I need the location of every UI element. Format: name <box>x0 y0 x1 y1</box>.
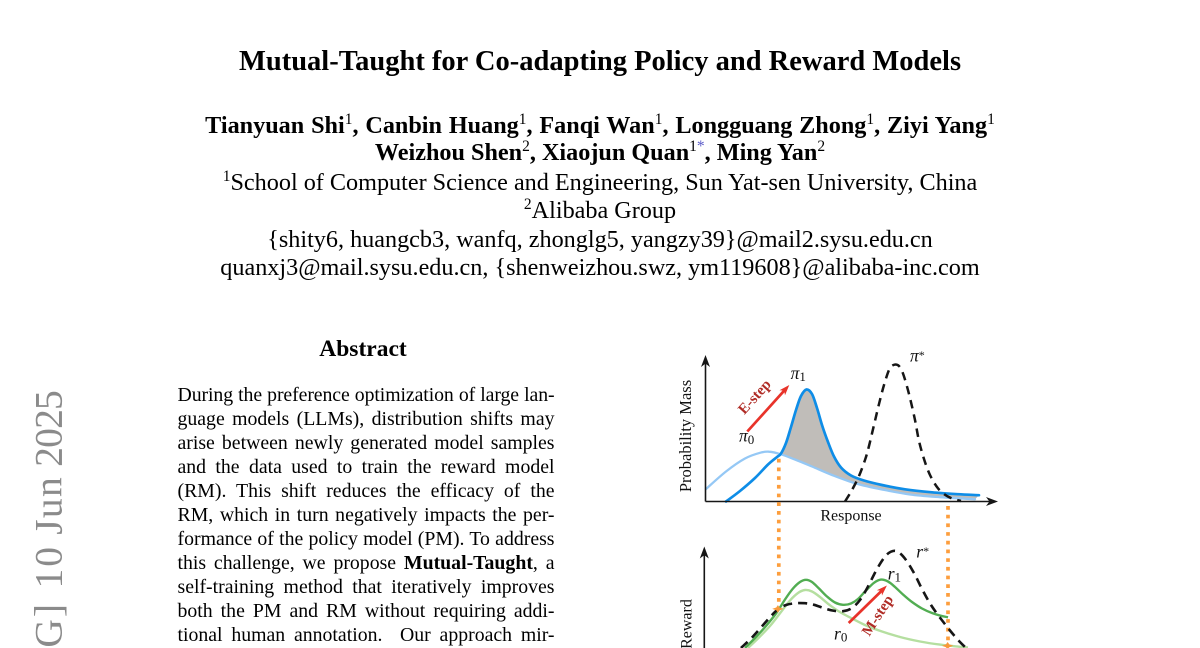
svg-text:π0: π0 <box>739 426 754 448</box>
svg-text:Probability Mass: Probability Mass <box>676 380 695 492</box>
svg-text:r*: r* <box>916 542 929 562</box>
svg-text:r0: r0 <box>834 624 847 645</box>
svg-text:arXiv:2506.06963v2 [cs.LG]10Ju: arXiv:2506.06963v2 [cs.LG]10Jun2025 <box>27 391 71 648</box>
svg-text:π*: π* <box>910 346 925 366</box>
svg-text:E-step: E-step <box>735 377 774 418</box>
svg-text:Reward: Reward <box>679 599 696 648</box>
svg-text:Response: Response <box>820 508 881 525</box>
svg-text:r1: r1 <box>888 564 901 585</box>
svg-text:π1: π1 <box>791 363 806 384</box>
svg-text:M-step: M-step <box>859 593 897 639</box>
